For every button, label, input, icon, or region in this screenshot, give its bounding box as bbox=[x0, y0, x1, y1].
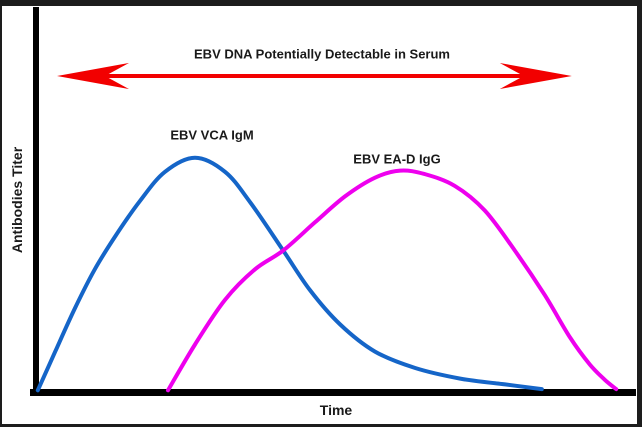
arrow-head-right bbox=[499, 63, 572, 89]
arrow-head-left bbox=[57, 63, 129, 89]
curve-ebv-vca-igm bbox=[35, 155, 544, 393]
frame-border-bottom bbox=[0, 424, 642, 427]
series-label-ebv-ea-d-igg: EBV EA-D IgG bbox=[353, 151, 441, 167]
frame-border-right bbox=[637, 0, 642, 427]
series-label-ebv-vca-igm: EBV VCA IgM bbox=[170, 127, 254, 143]
x-axis-label: Time bbox=[319, 402, 353, 418]
y-axis-label: Antibodies Titer bbox=[9, 146, 25, 254]
frame-border-top bbox=[0, 0, 642, 6]
y-axis-line bbox=[33, 7, 39, 396]
curve-ebv-ea-d-igg bbox=[166, 168, 619, 393]
x-axis-line bbox=[30, 389, 636, 396]
frame-border-left bbox=[0, 0, 2, 427]
arrow-annotation-label: EBV DNA Potentially Detectable in Serum bbox=[194, 46, 450, 62]
